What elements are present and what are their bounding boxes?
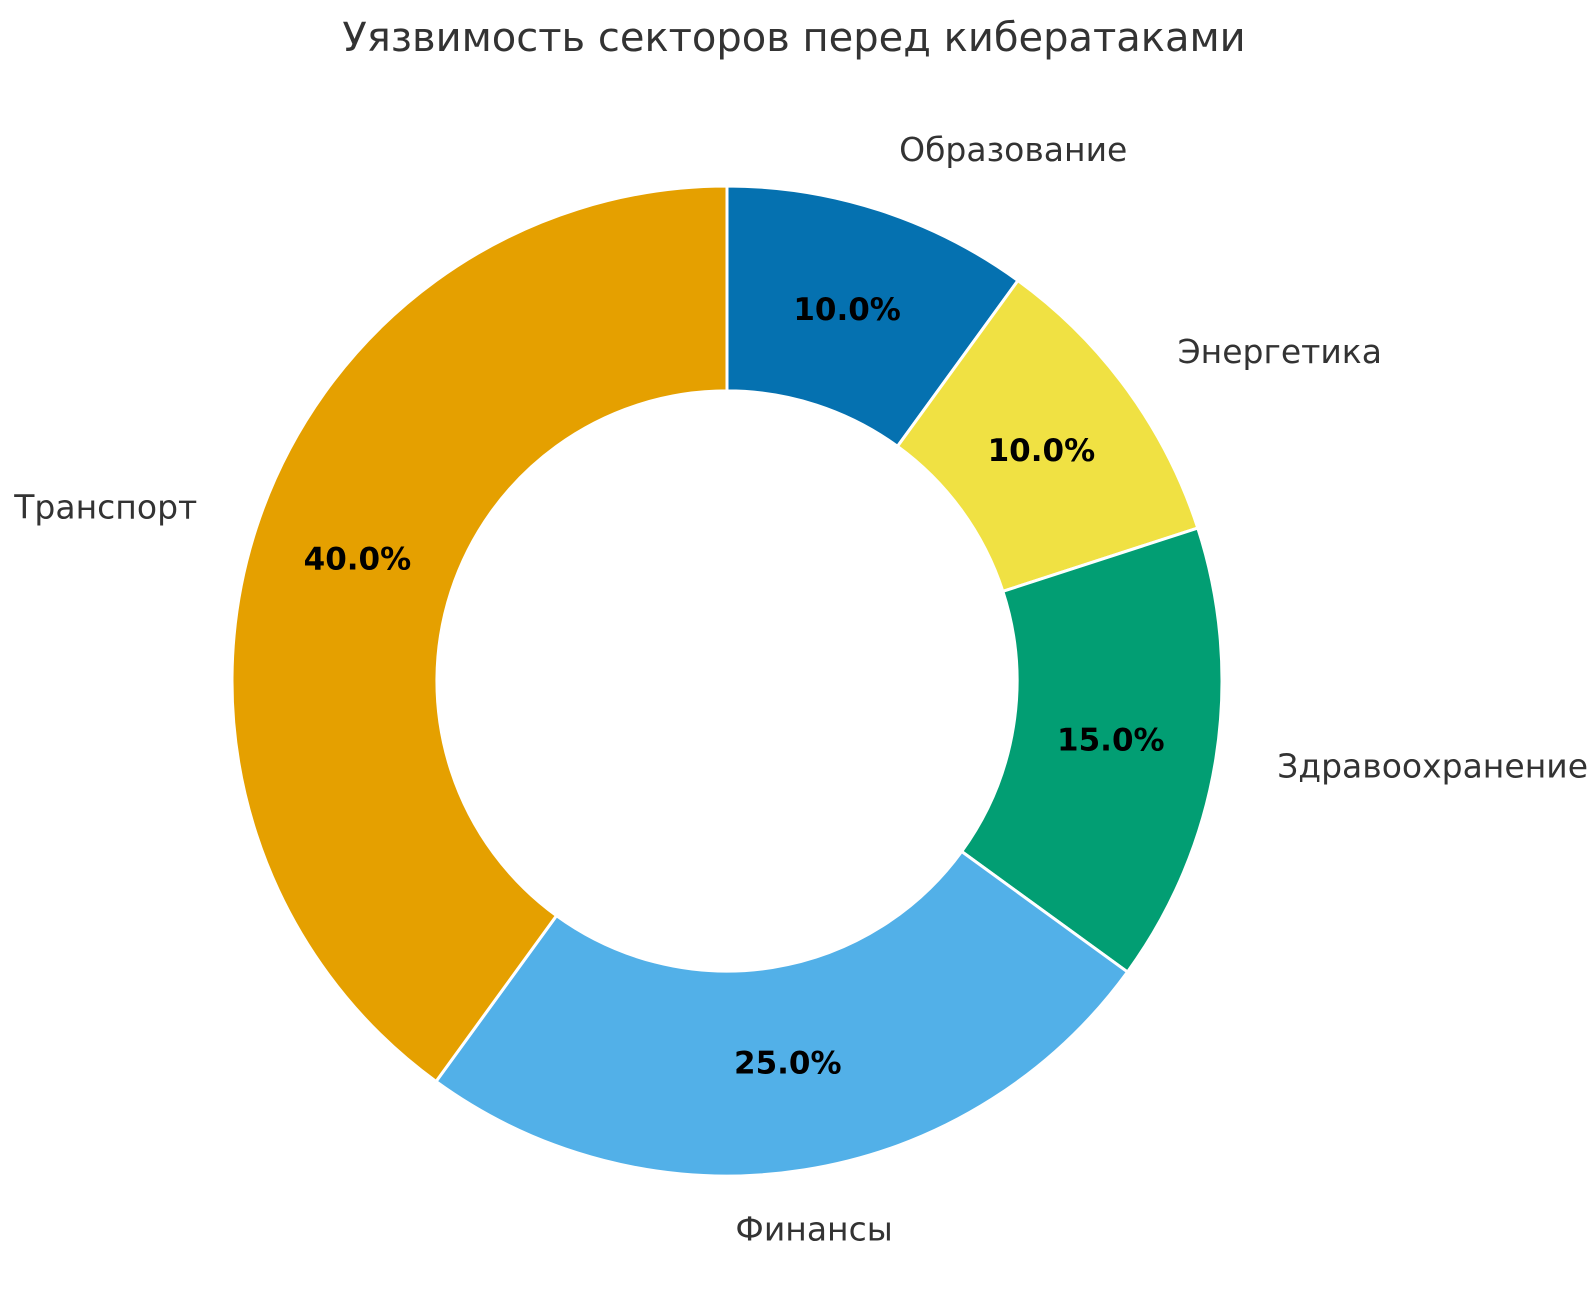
- slice-percentage-label: 10.0%: [988, 433, 1096, 469]
- slice-category-label: Энергетика: [1178, 332, 1382, 371]
- slice-percentage-label: 15.0%: [1057, 722, 1165, 758]
- slice-category-label: Транспорт: [13, 487, 197, 526]
- percentage-labels: 10.0% 10.0% 15.0% 25.0% 40.0%: [304, 292, 1165, 1081]
- slice-category-label: Финансы: [735, 1210, 892, 1249]
- category-labels: Образование Энергетика Здравоохранение Фина…: [13, 130, 1588, 1249]
- slice-category-label: Образование: [899, 130, 1127, 169]
- slice-percentage-label: 40.0%: [304, 541, 412, 577]
- slice-category-label: Здравоохранение: [1277, 747, 1588, 786]
- donut-slice[interactable]: [433, 849, 1130, 1178]
- donut-slice[interactable]: [959, 526, 1224, 975]
- donut-slice[interactable]: [230, 184, 729, 1084]
- slice-percentage-label: 10.0%: [793, 292, 901, 328]
- donut-slices: [230, 184, 1224, 1178]
- chart-title: Уязвимость секторов перед кибератаками: [342, 15, 1246, 61]
- slice-percentage-label: 25.0%: [734, 1045, 842, 1081]
